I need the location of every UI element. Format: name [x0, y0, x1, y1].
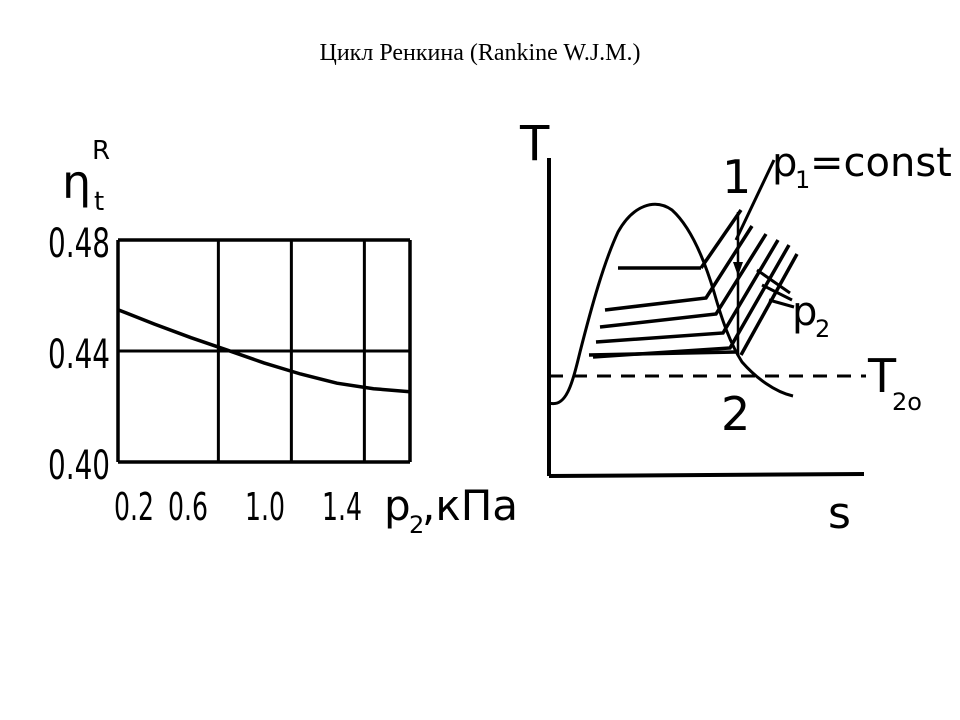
ts-diagram: T s 1 2 p 1 =const p 2 T 2o	[519, 116, 952, 539]
p1-label-subscript: 1	[795, 166, 810, 194]
t-axis-label: T	[519, 116, 550, 172]
x-axis-label-unit: ,кПа	[422, 481, 518, 530]
expansion-arrowhead	[733, 262, 743, 276]
point-1-label: 1	[722, 150, 751, 204]
y-tick-label: 0.44	[48, 332, 110, 378]
p1-label: p	[772, 140, 797, 186]
y-tick-label: 0.48	[48, 221, 110, 267]
p2-label: p	[792, 289, 817, 335]
isobar	[739, 253, 799, 356]
isobar	[604, 225, 754, 312]
s-axis-label: s	[828, 488, 851, 539]
tie-line	[588, 350, 737, 357]
slide-title: Цикл Ренкина (Rankine W.J.M.)	[319, 40, 641, 66]
efficiency-curve	[117, 308, 411, 394]
x-tick-labels: 0.2 0.6 1.0 1.4	[114, 485, 362, 529]
isobar-p1-superheat	[699, 209, 743, 269]
p2-pointer-lines	[756, 268, 795, 309]
point-2-label: 2	[721, 387, 750, 441]
y-axis-label-superscript: R	[92, 136, 110, 166]
t2o-label: T	[867, 349, 897, 403]
chart-grid	[116, 238, 412, 464]
y-tick-label: 0.40	[48, 443, 110, 489]
x-tick-label: 1.4	[322, 485, 362, 529]
p1-label-const: =const	[810, 140, 952, 186]
y-axis-label-subscript: t	[94, 187, 104, 217]
isobar-lines	[588, 209, 799, 359]
x-tick-label: 0.2	[114, 485, 154, 529]
isobar	[599, 233, 768, 329]
x-tick-label: 0.6	[168, 485, 208, 529]
x-axis-label: p	[384, 481, 411, 530]
efficiency-chart: 0.48 0.44 0.40 0.2 0.6 1.0 1.4 η t R p 2 ,кПа	[48, 136, 518, 539]
saturation-dome	[548, 202, 794, 406]
x-tick-label: 1.0	[245, 485, 285, 529]
t2o-label-subscript: 2o	[892, 388, 922, 416]
y-tick-labels: 0.48 0.44 0.40	[48, 221, 110, 489]
y-axis-label: η	[62, 155, 91, 209]
p1-pointer-line	[734, 159, 776, 241]
p2-label-subscript: 2	[815, 315, 830, 343]
s-axis	[548, 472, 865, 478]
x-axis-label-subscript: 2	[409, 511, 424, 539]
